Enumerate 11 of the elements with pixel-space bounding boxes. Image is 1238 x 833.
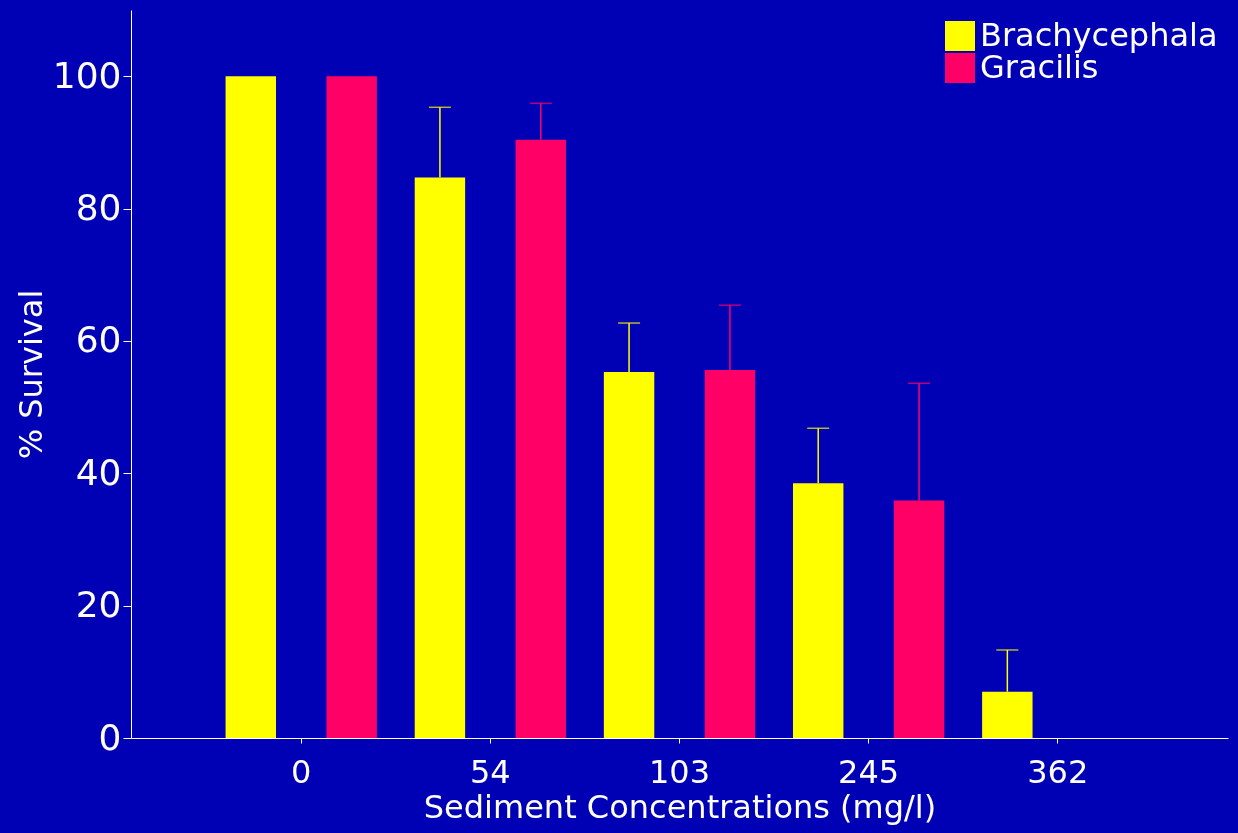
- x-tick-label: 0: [291, 752, 312, 791]
- y-tick-label: 100: [52, 54, 122, 96]
- y-tick-label: 20: [75, 584, 122, 626]
- y-tick-label: 0: [98, 716, 122, 758]
- bar: [326, 76, 377, 738]
- y-axis-title: % Survival: [11, 289, 50, 460]
- y-tick-label: 40: [75, 451, 122, 493]
- y-tick-label: 60: [75, 319, 122, 361]
- x-tick-label: 362: [1027, 752, 1089, 791]
- bar: [225, 76, 277, 738]
- y-tick-label: 80: [75, 187, 122, 229]
